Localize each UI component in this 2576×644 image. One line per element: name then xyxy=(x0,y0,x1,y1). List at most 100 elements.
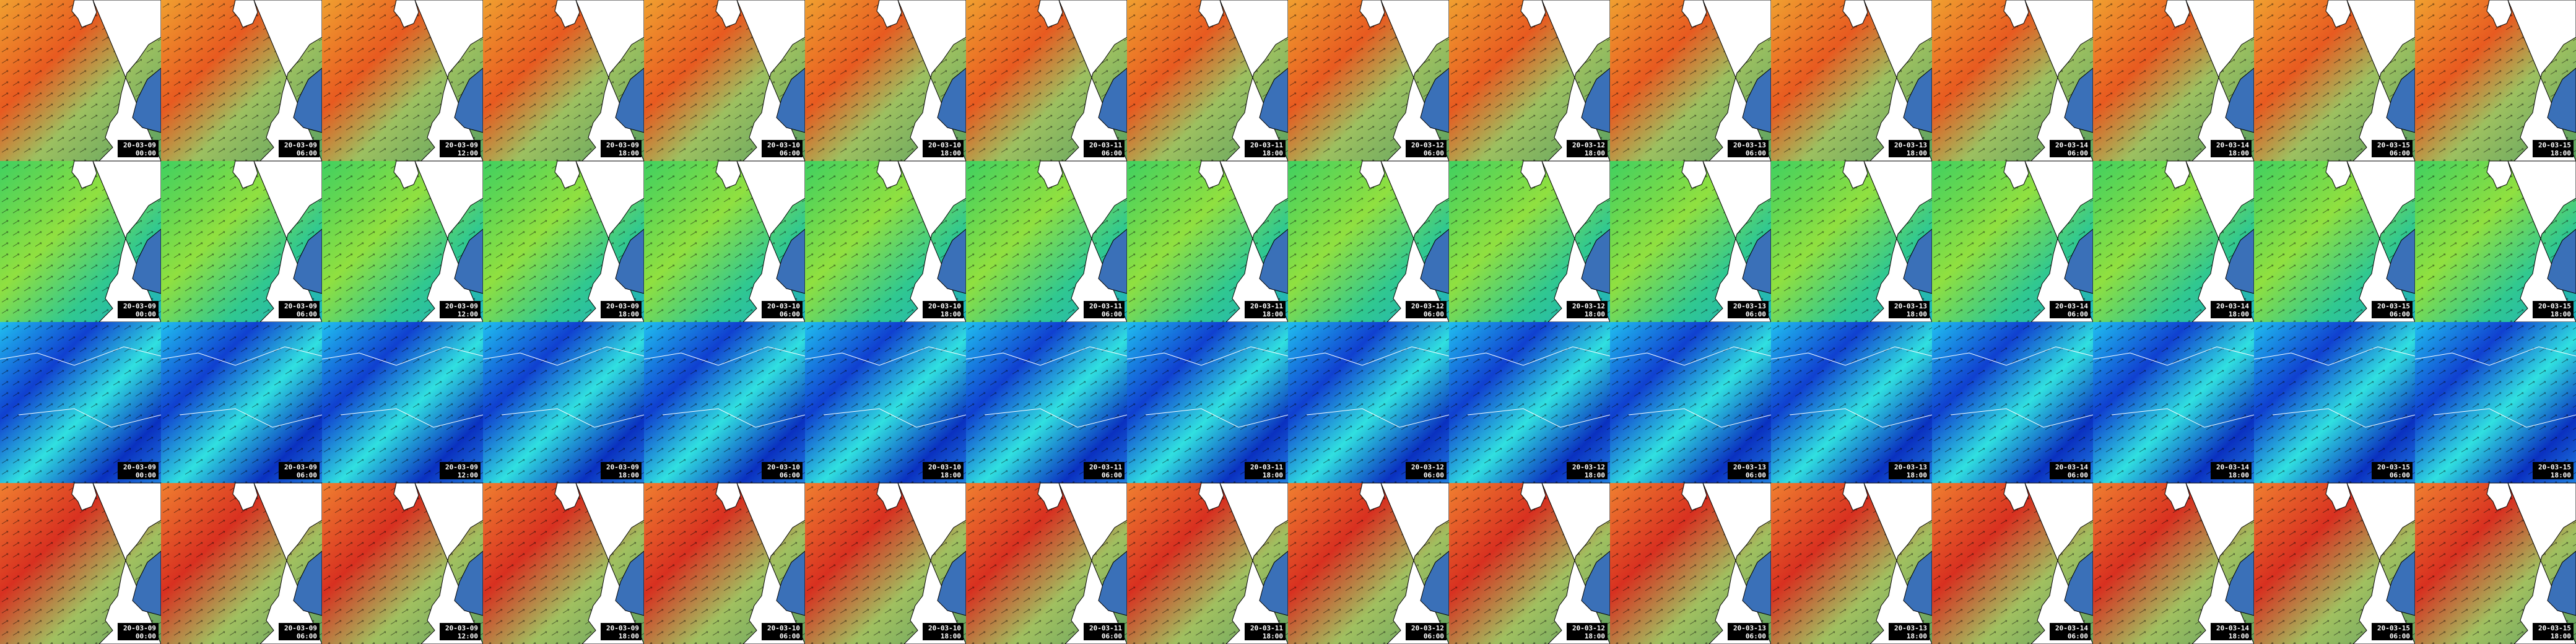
date-label: 20-03-09 xyxy=(284,463,317,471)
label-box xyxy=(1728,623,1769,640)
date-label: 20-03-12 xyxy=(1572,463,1605,471)
time-label: 18:00 xyxy=(1263,471,1283,479)
land xyxy=(1520,482,1546,511)
label-box xyxy=(2372,462,2413,479)
date-label: 20-03-11 xyxy=(1250,463,1283,471)
label-box xyxy=(118,301,159,318)
date-label: 20-03-11 xyxy=(1250,302,1283,310)
land xyxy=(1037,0,1063,28)
land xyxy=(1842,482,1868,511)
coastline xyxy=(1931,346,2094,428)
date-label: 20-03-12 xyxy=(1411,624,1444,632)
label-box xyxy=(923,623,964,640)
label-box xyxy=(762,301,803,318)
coastline xyxy=(1609,346,1772,428)
label-box xyxy=(1889,623,1930,640)
coastline xyxy=(1126,346,1289,428)
land xyxy=(1681,0,1707,28)
land xyxy=(232,160,258,189)
land xyxy=(393,482,419,511)
label-box xyxy=(118,140,159,157)
land xyxy=(715,0,741,28)
label-box xyxy=(1245,140,1286,157)
land xyxy=(2003,482,2029,511)
label-box xyxy=(2372,623,2413,640)
wind-arrows xyxy=(1771,322,1932,483)
time-label: 18:00 xyxy=(619,149,639,157)
land xyxy=(1681,160,1707,189)
wind-arrows xyxy=(483,322,644,483)
date-label: 20-03-15 xyxy=(2377,463,2410,471)
label-box xyxy=(118,623,159,640)
date-label: 20-03-09 xyxy=(123,463,156,471)
time-label: 06:00 xyxy=(297,471,317,479)
sea xyxy=(2547,550,2576,616)
date-label: 20-03-09 xyxy=(445,302,478,310)
time-label: 06:00 xyxy=(297,632,317,640)
time-label: 18:00 xyxy=(2551,310,2571,318)
land xyxy=(1037,160,1063,189)
date-label: 20-03-13 xyxy=(1733,141,1766,149)
label-box xyxy=(762,462,803,479)
time-label: 18:00 xyxy=(2551,471,2571,479)
land xyxy=(2003,0,2029,28)
date-label: 20-03-11 xyxy=(1250,624,1283,632)
date-label: 20-03-15 xyxy=(2377,624,2410,632)
label-box xyxy=(762,140,803,157)
land xyxy=(71,0,97,28)
time-label: 06:00 xyxy=(2068,149,2088,157)
date-label: 20-03-12 xyxy=(1572,141,1605,149)
time-label: 06:00 xyxy=(2390,471,2410,479)
wind-arrows xyxy=(805,322,966,483)
land xyxy=(1842,0,1868,28)
time-label: 06:00 xyxy=(1746,310,1766,318)
wind-arrows xyxy=(2093,322,2254,483)
time-label: 18:00 xyxy=(2551,149,2571,157)
date-label: 20-03-14 xyxy=(2055,463,2088,471)
land xyxy=(2325,0,2351,28)
time-label: 18:00 xyxy=(2229,632,2249,640)
time-label: 18:00 xyxy=(1585,310,1605,318)
coastline xyxy=(1287,346,1450,428)
date-label: 20-03-10 xyxy=(928,302,961,310)
time-label: 06:00 xyxy=(780,632,800,640)
time-label: 18:00 xyxy=(1907,310,1927,318)
label-box xyxy=(440,140,481,157)
time-label: 00:00 xyxy=(136,310,156,318)
time-label: 18:00 xyxy=(1585,149,1605,157)
label-box xyxy=(1889,301,1930,318)
land xyxy=(2325,482,2351,511)
land xyxy=(2486,482,2512,511)
date-label: 20-03-09 xyxy=(445,141,478,149)
time-label: 18:00 xyxy=(619,632,639,640)
coastline xyxy=(2253,346,2416,428)
time-label: 18:00 xyxy=(619,471,639,479)
label-box xyxy=(923,462,964,479)
label-box xyxy=(2211,462,2252,479)
land xyxy=(1198,482,1224,511)
date-label: 20-03-10 xyxy=(767,302,800,310)
land xyxy=(1520,0,1546,28)
time-label: 00:00 xyxy=(136,632,156,640)
wind-arrows xyxy=(966,322,1127,483)
